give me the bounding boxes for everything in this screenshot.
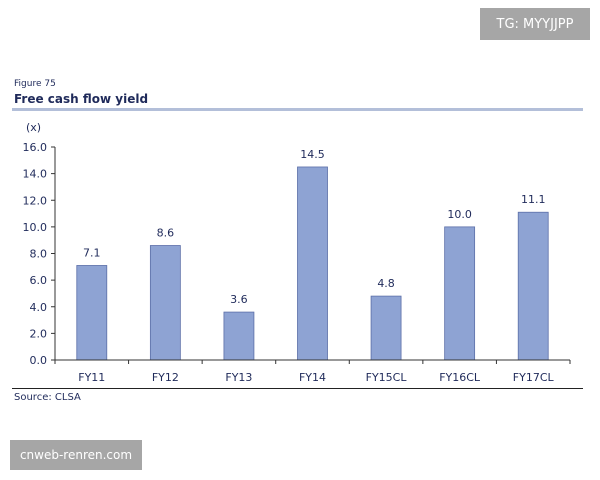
y-tick-label: 8.0 — [30, 248, 48, 261]
data-label: 10.0 — [447, 208, 472, 221]
data-label: 11.1 — [521, 193, 546, 206]
y-axis-label: (x) — [26, 121, 41, 134]
data-label: 7.1 — [83, 246, 101, 259]
x-tick-label: FY11 — [78, 371, 105, 384]
x-tick-label: FY15CL — [366, 371, 408, 384]
bar-fy14 — [297, 166, 328, 361]
y-tick-label: 12.0 — [23, 194, 48, 207]
y-tick-label: 10.0 — [23, 221, 48, 234]
x-tick-label: FY13 — [225, 371, 252, 384]
x-tick-label: FY12 — [152, 371, 179, 384]
bar-fy13 — [223, 311, 255, 361]
bar-fy11 — [76, 265, 108, 361]
bar-fy12 — [149, 245, 181, 361]
figure-label: Figure 75 — [14, 79, 56, 89]
x-tick-label: FY14 — [299, 371, 326, 384]
watermark-bottom: cnweb-renren.com — [10, 440, 142, 470]
x-axis: FY11 FY12 FY13 FY14 FY15CL FY16CL FY17CL — [54, 359, 571, 384]
title-rule — [12, 108, 583, 111]
data-label: 3.6 — [230, 293, 248, 306]
y-axis: 0.0 2.0 4.0 6.0 8.0 10.0 12.0 14.0 16.0 — [23, 141, 56, 367]
x-tick-label: FY17CL — [513, 371, 555, 384]
bars: 7.1 8.6 3.6 14.5 4.8 10.0 11.1 — [76, 148, 549, 361]
data-label: 8.6 — [157, 227, 175, 240]
y-tick-label: 0.0 — [30, 354, 48, 367]
bar-fy17cl — [517, 211, 549, 361]
watermark-top: TG: MYYJJPP — [480, 8, 590, 40]
bar-fy16cl — [444, 226, 476, 361]
x-tick-label: FY16CL — [439, 371, 481, 384]
y-tick-label: 14.0 — [23, 168, 48, 181]
y-tick-label: 16.0 — [23, 141, 48, 154]
y-tick-label: 4.0 — [30, 301, 48, 314]
data-label: 14.5 — [300, 148, 325, 161]
y-tick-label: 6.0 — [30, 274, 48, 287]
source-rule — [12, 388, 583, 389]
source-note: Source: CLSA — [14, 392, 81, 403]
chart-title: Free cash flow yield — [14, 92, 149, 106]
data-label: 4.8 — [377, 277, 395, 290]
y-tick-label: 2.0 — [30, 327, 48, 340]
bar-fy15cl — [370, 295, 402, 361]
